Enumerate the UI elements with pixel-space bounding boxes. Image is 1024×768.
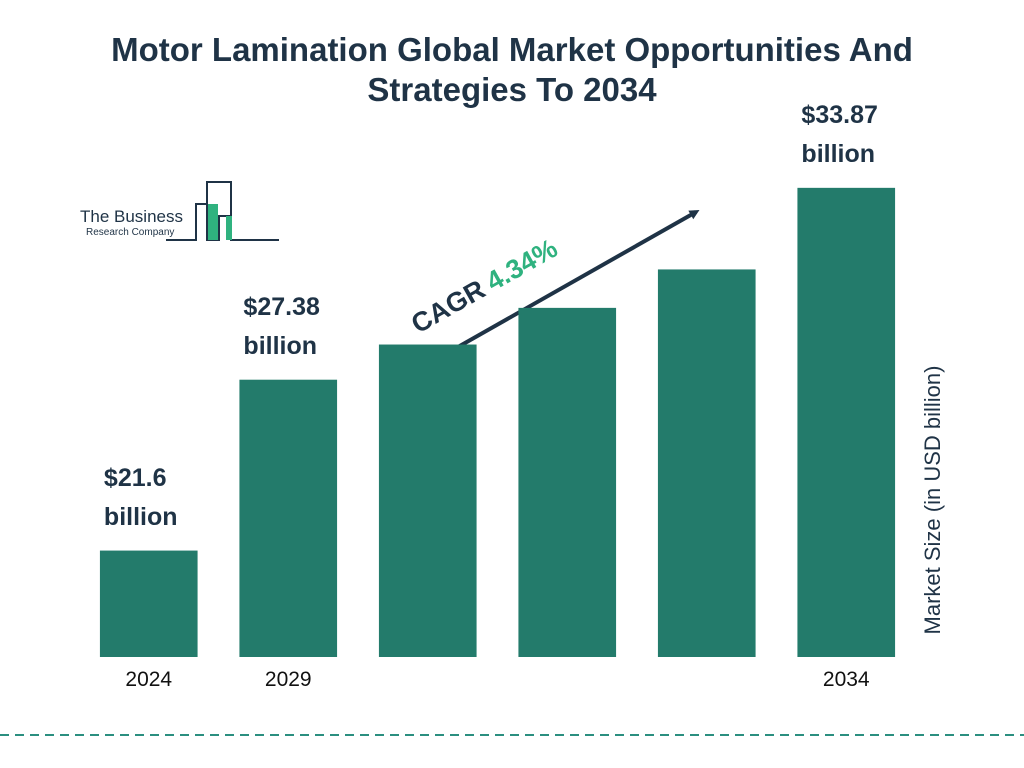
logo: The Business Research Company [80,181,279,241]
bar [99,550,198,657]
value-label: $27.38 billion [243,293,320,360]
x-tick-label: 2024 [125,668,172,691]
logo-line2: Research Company [86,227,174,238]
value-label: $21.6 billion [103,464,178,531]
x-tick-label: 2034 [823,668,870,691]
bar [518,307,617,657]
bar [239,379,338,657]
cagr-label: CAGR [406,274,490,339]
logo-accent [208,204,218,240]
x-tick-label: 2029 [265,668,312,691]
logo-outline [206,181,232,240]
bar [657,269,756,657]
value-label: $33.87 billion [801,101,878,169]
y-axis-label: Market Size (in USD billion) [920,366,945,635]
cagr-value: 4.34% [481,233,562,297]
chart-title: Motor Lamination Global Market Opportuni… [111,31,913,108]
logo-line1: The Business [80,207,183,226]
logo-accent [226,216,232,240]
bar [378,344,477,657]
bar [797,187,896,657]
